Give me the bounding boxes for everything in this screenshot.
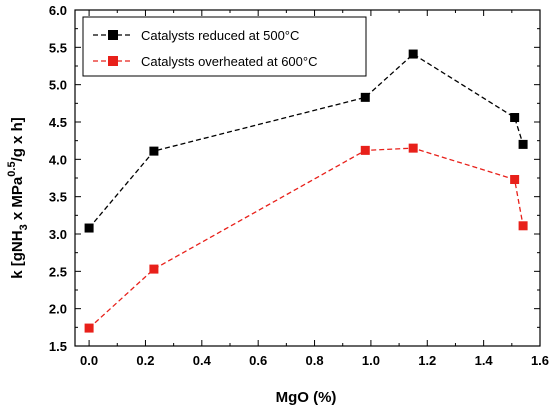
data-point: [510, 174, 520, 184]
legend-item-0: Catalysts reduced at 500°C: [93, 28, 299, 43]
legend-marker-0: [108, 30, 118, 40]
y-tick-label: 4.5: [49, 115, 67, 130]
legend-label-1: Catalysts overheated at 600°C: [141, 54, 317, 69]
legend: Catalysts reduced at 500°C Catalysts ove…: [82, 16, 367, 77]
x-tick-label: 1.6: [531, 353, 549, 368]
y-tick-label: 2.0: [49, 302, 67, 317]
x-tick-label: 1.2: [418, 353, 436, 368]
y-tick-label: 2.5: [49, 264, 67, 279]
data-point: [408, 49, 418, 59]
series-line-0: [88, 53, 524, 229]
x-tick-label: 0.6: [249, 353, 267, 368]
plot-area: [84, 49, 528, 333]
y-axis-title: k [gNH3 x MPa0.5/g x h]: [6, 117, 30, 278]
data-point: [149, 264, 159, 274]
x-tick-label: 0.8: [306, 353, 324, 368]
y-tick-label: 5.0: [49, 78, 67, 93]
x-tick-label: 1.0: [362, 353, 380, 368]
data-point: [510, 113, 520, 123]
data-point: [84, 323, 94, 333]
x-tick-label: 0.4: [193, 353, 212, 368]
data-point: [518, 221, 528, 231]
y-tick-label: 3.0: [49, 227, 67, 242]
legend-marker-1: [108, 56, 118, 66]
y-tick-label: 5.5: [49, 40, 67, 55]
series-0: [84, 49, 528, 233]
x-tick-label: 0.0: [80, 353, 98, 368]
y-tick-label: 3.5: [49, 190, 67, 205]
x-tick-label: 0.2: [136, 353, 154, 368]
data-point: [84, 223, 94, 233]
data-point: [518, 139, 528, 149]
y-tick-label: 1.5: [49, 339, 67, 354]
y-tick-label: 4.0: [49, 152, 67, 167]
data-point: [149, 146, 159, 156]
legend-item-1: Catalysts overheated at 600°C: [93, 54, 317, 69]
x-tick-label: 1.4: [475, 353, 494, 368]
series-1: [84, 143, 528, 333]
legend-label-0: Catalysts reduced at 500°C: [141, 28, 299, 43]
tick-labels: 0.0 0.2 0.4 0.6 0.8 1.0 1.2 1.4 1.6 1.5 2.0 2.5 3.0 3…: [49, 3, 549, 368]
legend-box: [82, 16, 367, 77]
series-line-1: [88, 147, 524, 329]
data-point: [408, 143, 418, 153]
data-point: [360, 145, 370, 155]
data-point: [360, 92, 370, 102]
y-tick-label: 6.0: [49, 3, 67, 18]
x-axis-title: MgO (%): [276, 389, 337, 406]
axes: [74, 9, 541, 347]
